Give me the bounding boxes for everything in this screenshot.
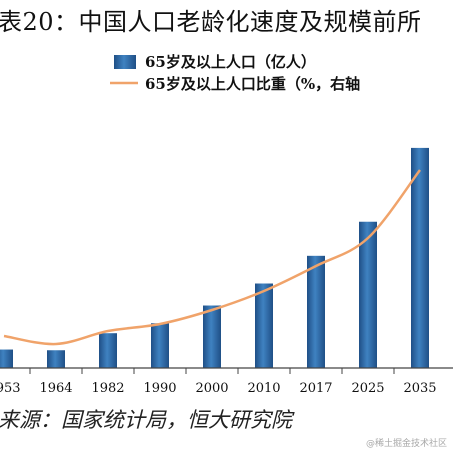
bar-1953	[0, 349, 13, 368]
x-tick-label-1982: 1982	[91, 381, 124, 396]
x-tick-label-2035: 2035	[403, 381, 436, 396]
x-tick-label-2000: 2000	[195, 381, 228, 396]
source-note: 来源：国家统计局，恒大研究院	[0, 408, 292, 432]
bar-2010	[255, 283, 273, 368]
x-tick-label-1964: 1964	[39, 381, 72, 396]
x-tick-label-2017: 2017	[299, 381, 332, 396]
chart-title: 表20：中国人口老龄化速度及规模前所	[0, 8, 422, 36]
bar-1982	[99, 333, 117, 368]
x-tick-label-1953: 1953	[0, 381, 21, 396]
bar-2025	[359, 221, 377, 368]
series-line-ratio	[3, 169, 421, 346]
bar-2000	[203, 305, 221, 368]
bar-2035	[411, 147, 429, 368]
bar-2017	[307, 255, 325, 368]
bar-1964	[47, 350, 65, 368]
watermark-text: @稀土掘金技术社区	[366, 439, 448, 449]
x-tick-label-2025: 2025	[351, 381, 384, 396]
x-tick-label-1990: 1990	[143, 381, 176, 396]
legend-label-bar: 65岁及以上人口（亿人）	[145, 53, 316, 71]
x-tick-label-2010: 2010	[247, 381, 280, 396]
legend-swatch-bar	[114, 55, 136, 69]
legend-label-line: 65岁及以上人口比重（%，右轴	[145, 75, 360, 93]
bar-1990	[151, 323, 169, 368]
